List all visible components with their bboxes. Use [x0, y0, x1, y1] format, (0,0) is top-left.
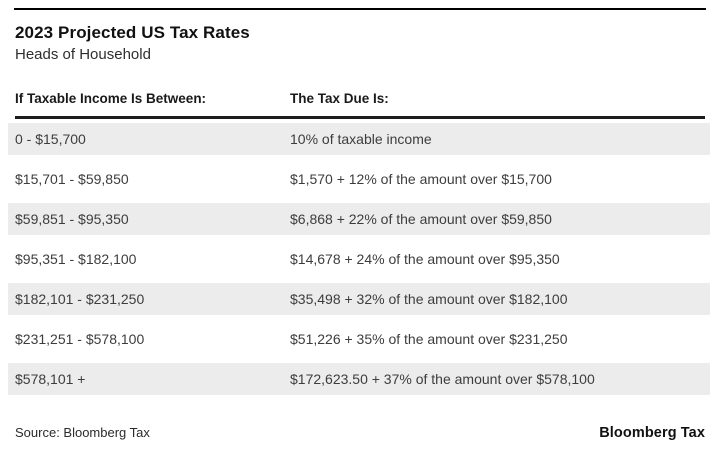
tax-rates-graphic: 2023 Projected US Tax Rates Heads of Hou…	[0, 8, 720, 461]
table-row: $95,351 - $182,100 $14,678 + 24% of the …	[8, 239, 710, 279]
income-range-cell: 0 - $15,700	[15, 131, 86, 147]
tax-due-cell: $6,868 + 22% of the amount over $59,850	[290, 211, 552, 227]
top-rule	[14, 8, 706, 10]
income-range-cell: $15,701 - $59,850	[15, 171, 129, 187]
table-row: 0 - $15,700 10% of taxable income	[8, 119, 710, 159]
column-header-tax-due: The Tax Due Is:	[290, 91, 389, 106]
tax-due-cell: $51,226 + 35% of the amount over $231,25…	[290, 331, 568, 347]
tax-due-cell: 10% of taxable income	[290, 131, 432, 147]
page-title: 2023 Projected US Tax Rates	[15, 23, 250, 42]
table-row: $578,101 + $172,623.50 + 37% of the amou…	[8, 359, 710, 399]
tax-due-cell: $14,678 + 24% of the amount over $95,350	[290, 251, 560, 267]
table-column-headers: If Taxable Income Is Between: The Tax Du…	[15, 91, 705, 107]
table-row: $59,851 - $95,350 $6,868 + 22% of the am…	[8, 199, 710, 239]
tax-due-cell: $172,623.50 + 37% of the amount over $57…	[290, 371, 595, 387]
tax-due-cell: $35,498 + 32% of the amount over $182,10…	[290, 291, 568, 307]
tax-table: 0 - $15,700 10% of taxable income $15,70…	[8, 119, 710, 399]
column-header-income: If Taxable Income Is Between:	[15, 91, 207, 106]
table-row: $182,101 - $231,250 $35,498 + 32% of the…	[8, 279, 710, 319]
income-range-cell: $182,101 - $231,250	[15, 291, 145, 307]
page-subtitle: Heads of Household	[15, 46, 151, 63]
footer: Source: Bloomberg Tax Bloomberg Tax	[15, 425, 705, 441]
tax-due-cell: $1,570 + 12% of the amount over $15,700	[290, 171, 552, 187]
income-range-cell: $231,251 - $578,100	[15, 331, 145, 347]
income-range-cell: $578,101 +	[15, 371, 86, 387]
source-attribution: Source: Bloomberg Tax	[15, 425, 150, 440]
income-range-cell: $59,851 - $95,350	[15, 211, 129, 227]
header-divider-rule	[15, 116, 705, 119]
bloomberg-tax-wordmark: Bloomberg Tax	[599, 425, 705, 441]
table-row: $15,701 - $59,850 $1,570 + 12% of the am…	[8, 159, 710, 199]
income-range-cell: $95,351 - $182,100	[15, 251, 137, 267]
table-row: $231,251 - $578,100 $51,226 + 35% of the…	[8, 319, 710, 359]
